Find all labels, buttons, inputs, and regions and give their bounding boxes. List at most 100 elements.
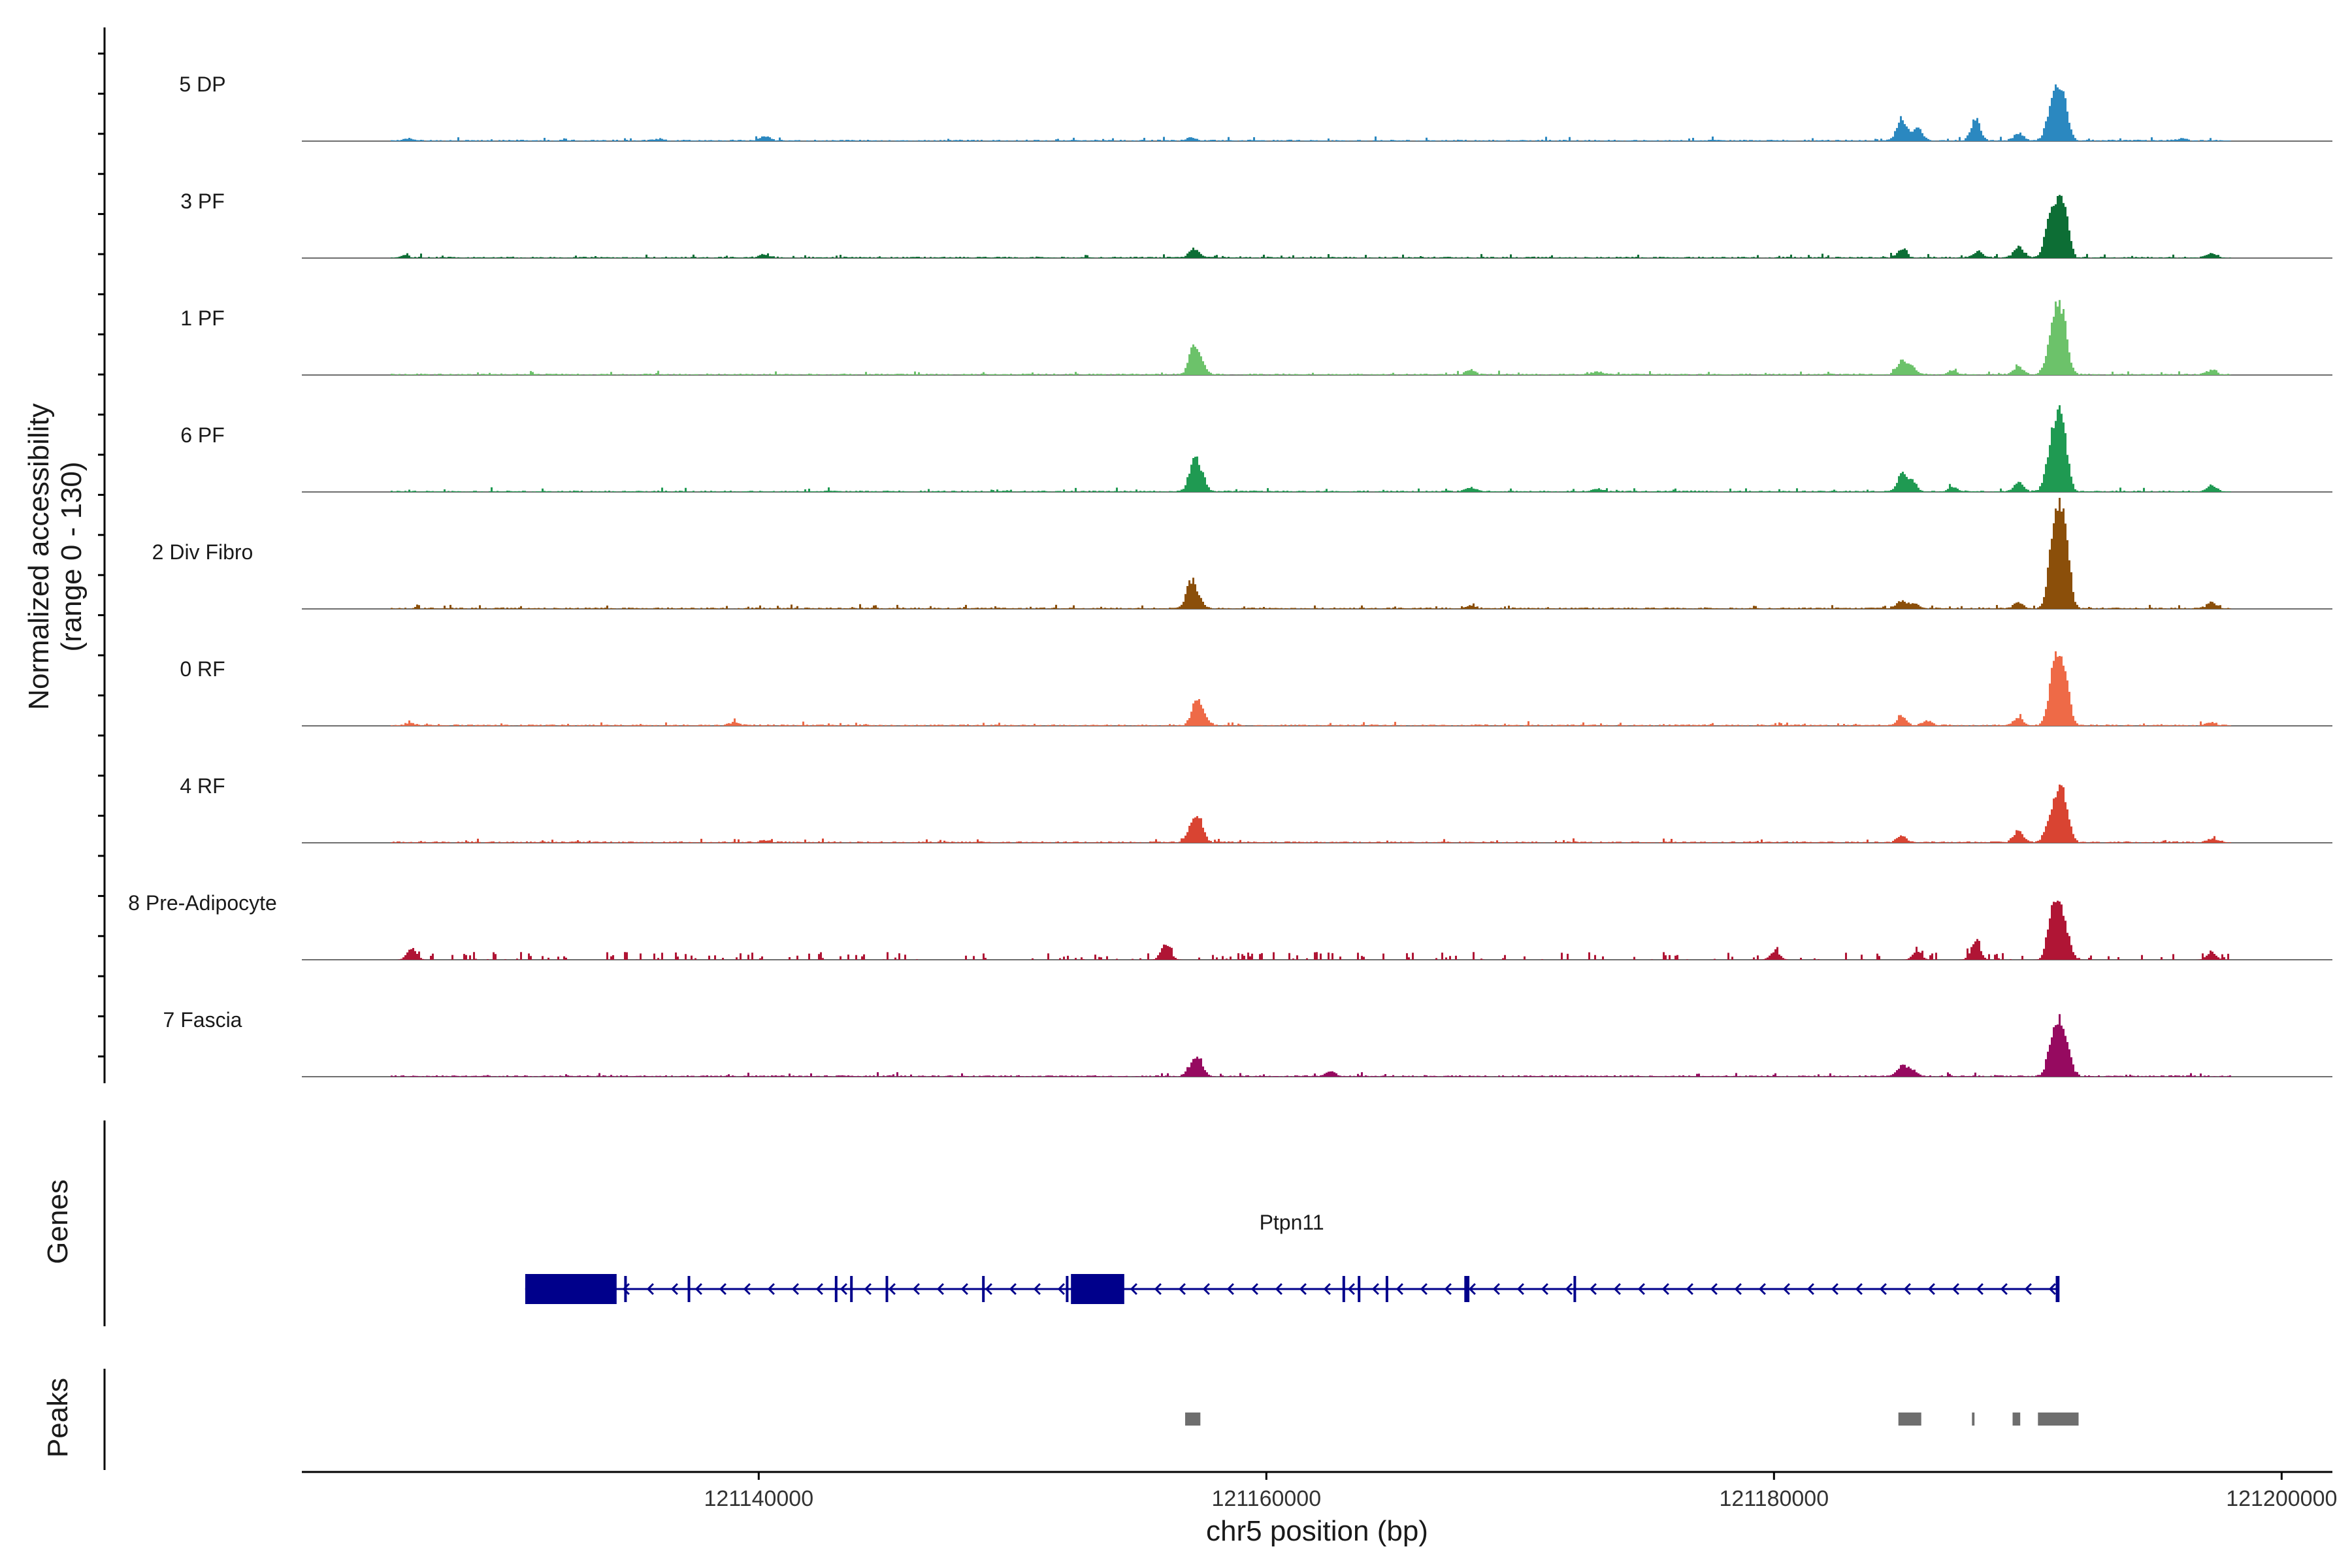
strand-arrow [1806,1282,1814,1296]
strand-arrow [1250,1282,1258,1296]
x-axis-title: chr5 position (bp) [1206,1515,1428,1547]
coverage-tracks: 5 DP 3 PF 1 PF 6 PF 2 Div Fibro 0 RF 4 RF 8 Pre… [128,73,2332,1077]
strand-arrow [1444,1282,1452,1296]
gene-exon [1342,1276,1345,1302]
strand-arrow [1057,1282,1065,1296]
strand-arrow [1782,1282,1790,1296]
gene-exon [624,1276,627,1302]
strand-arrow [1468,1282,1476,1296]
track-0-rf: 0 RF [180,651,2332,727]
track-8-pre-adipocyte: 8 Pre-Adipocyte [128,891,2332,960]
track-label: 0 RF [180,657,225,681]
strand-arrow [2024,1282,2032,1296]
gene-exon [982,1276,985,1302]
gene-model [525,1274,2060,1304]
gene-exon [1464,1276,1470,1302]
strand-arrow [1565,1282,1573,1296]
gene-exon [1066,1276,1069,1302]
strand-arrow [840,1282,847,1296]
track-4-rf: 4 RF [180,774,2332,843]
strand-arrow [1758,1282,1766,1296]
coverage-area [391,1014,2231,1077]
gene-exon [1358,1276,1361,1302]
track-1-pf: 1 PF [180,300,2332,376]
strand-arrow [1855,1282,1863,1296]
strand-arrow [1661,1282,1669,1296]
track-label: 2 Div Fibro [152,540,253,564]
coverage-area [391,498,2231,609]
coverage-area [391,651,2231,726]
strand-arrow [864,1282,872,1296]
strand-arrow [1178,1282,1186,1296]
strand-arrow [1226,1282,1234,1296]
y-axis-ticks [98,27,106,1083]
track-3-pf: 3 PF [180,189,2332,259]
y-axis-title-line1: Normalized accessibility [23,403,55,710]
y-axis-title-line2: (range 0 - 130) [56,461,88,651]
strand-arrow [1396,1282,1403,1296]
gene-exon [1385,1276,1388,1302]
strand-arrow [985,1282,992,1296]
track-6-pf: 6 PF [180,405,2332,493]
coverage-area [391,84,2231,141]
peak-regions [1185,1413,2079,1426]
strand-arrow [1541,1282,1548,1296]
strand-arrow [1154,1282,1162,1296]
gene-exon [687,1276,691,1302]
strand-arrow [1009,1282,1017,1296]
gene-exon [1071,1274,1124,1304]
strand-arrow [1613,1282,1621,1296]
gene-exon [834,1276,838,1302]
x-tick-label: 121180000 [1719,1486,1829,1511]
coverage-area [391,195,2231,258]
coverage-area [391,405,2231,492]
track-label: 3 PF [180,189,225,213]
strand-arrow [1637,1282,1645,1296]
peak-region [1972,1413,1975,1426]
track-label: 7 Fascia [163,1008,242,1032]
x-tick-label: 121140000 [704,1486,813,1511]
strand-arrow [2048,1282,2056,1296]
strand-arrow [622,1282,630,1296]
strand-arrow [1323,1282,1331,1296]
x-tick-label: 121200000 [2226,1486,2337,1511]
strand-arrow [960,1282,968,1296]
coverage-area [391,300,2231,375]
strand-arrow [767,1282,775,1296]
gene-exon [1573,1276,1576,1302]
gene-exon [885,1276,889,1302]
strand-arrow [1879,1282,1887,1296]
strand-arrow [1516,1282,1524,1296]
peak-region [2038,1413,2079,1426]
coverage-area [391,900,2231,960]
track-2-div-fibro: 2 Div Fibro [152,498,2332,610]
strand-arrow [888,1282,896,1296]
strand-arrow [1347,1282,1355,1296]
strand-arrow [1033,1282,1041,1296]
strand-arrow [1710,1282,1718,1296]
strand-arrow [1202,1282,1210,1296]
gene-exon [2055,1276,2060,1302]
strand-arrow [1976,1282,1984,1296]
strand-arrow [1734,1282,1742,1296]
peak-region [1898,1413,1921,1426]
peak-region [1185,1413,1201,1426]
track-7-fascia: 7 Fascia [163,1008,2332,1077]
strand-arrow [1952,1282,1959,1296]
track-5-dp: 5 DP [179,73,2332,142]
peaks-panel-title: Peaks [42,1378,74,1458]
strand-arrow [1371,1282,1379,1296]
strand-arrow [815,1282,823,1296]
track-label: 5 DP [179,73,225,96]
peak-region [2012,1413,2021,1426]
strand-arrow [1275,1282,1282,1296]
gene-label: Ptpn11 [1260,1211,1324,1234]
strand-arrow [1589,1282,1597,1296]
coverage-area [391,784,2231,843]
strand-arrow [1492,1282,1500,1296]
x-tick-label: 121160000 [1211,1486,1321,1511]
strand-arrow [1903,1282,1911,1296]
genes-panel-title: Genes [42,1179,74,1264]
strand-arrow [1130,1282,1137,1296]
